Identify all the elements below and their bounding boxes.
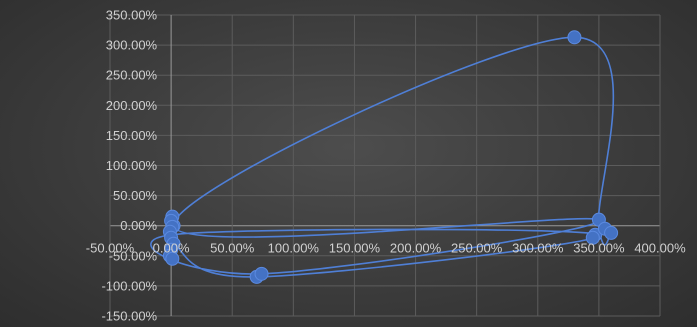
x-tick-label: 50.00% xyxy=(210,241,255,256)
x-tick-label: 350.00% xyxy=(573,241,625,256)
series-layer xyxy=(150,30,619,284)
y-tick-label: 50.00% xyxy=(113,188,158,203)
x-tick-label: 300.00% xyxy=(512,241,564,256)
data-point xyxy=(604,225,619,240)
y-tick-label: -100.00% xyxy=(101,278,157,293)
x-tick-label: 200.00% xyxy=(390,241,442,256)
y-tick-label: 200.00% xyxy=(106,98,158,113)
x-tick-label: -50.00% xyxy=(86,241,135,256)
tick-labels: 350.00% 300.00% 250.00% 200.00% 150.00% 100.0… xyxy=(86,8,686,324)
y-tick-label: 150.00% xyxy=(106,128,158,143)
data-point xyxy=(254,266,269,281)
y-tick-label: 100.00% xyxy=(106,158,158,173)
y-tick-label: 0.00% xyxy=(120,218,157,233)
data-point xyxy=(165,251,180,266)
data-point xyxy=(585,230,600,245)
x-tick-label: 250.00% xyxy=(451,241,503,256)
y-tick-label: 300.00% xyxy=(106,38,158,53)
x-tick-label: 400.00% xyxy=(634,241,686,256)
y-tick-label: -150.00% xyxy=(101,309,157,324)
y-tick-label: 350.00% xyxy=(106,8,158,23)
data-point xyxy=(567,30,582,45)
x-tick-label: 100.00% xyxy=(268,241,320,256)
x-tick-label: 150.00% xyxy=(329,241,381,256)
gridlines xyxy=(109,14,661,317)
y-tick-label: 250.00% xyxy=(106,68,158,83)
x-tick-label: 0.00% xyxy=(153,241,190,256)
y-tick-label: -50.00% xyxy=(109,248,158,263)
